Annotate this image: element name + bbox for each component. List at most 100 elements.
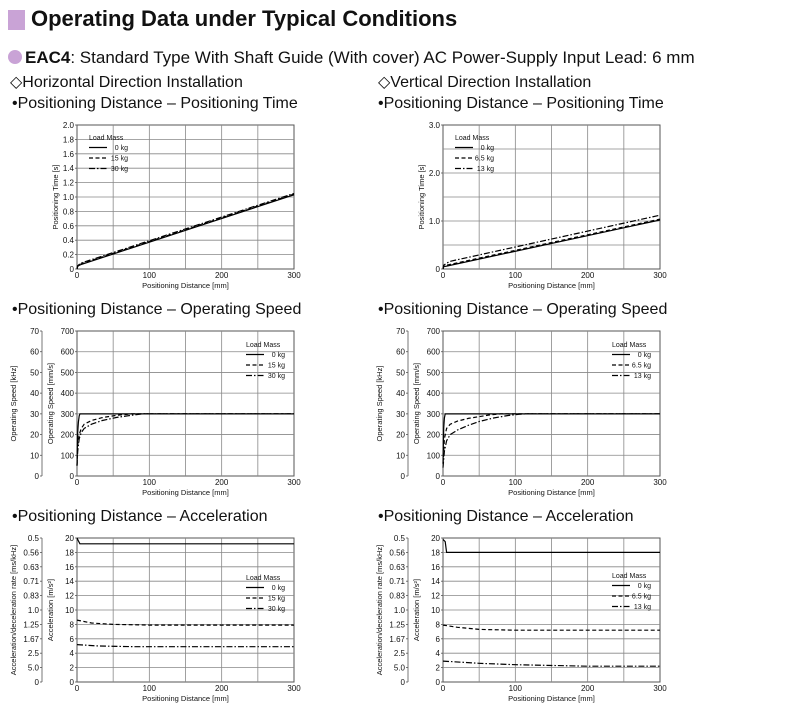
h-speed-y2tick-label: 30: [30, 410, 39, 419]
v-speed-ytick-label: 400: [427, 389, 441, 398]
h-accel-legend-label-1: 0 kg: [272, 585, 285, 592]
v-time-ytick-label: 3.0: [429, 121, 441, 130]
v-speed-legend-label-3: 13 kg: [634, 373, 651, 380]
h-accel-ytick-label: 6: [70, 635, 75, 644]
h-accel-xtick-label: 100: [143, 684, 157, 693]
v-time-ytick-label: 2.0: [429, 169, 441, 178]
h-accel-y2tick-label: 0.56: [23, 548, 39, 557]
v-speed-y2tick-label: 40: [396, 389, 405, 398]
h-speed-xtick-label: 0: [75, 478, 80, 487]
v-accel-legend-title: Load Mass: [612, 573, 647, 580]
v-speed-ytick-label: 0: [436, 472, 441, 481]
h-accel-y2tick-label: 1.25: [23, 620, 39, 629]
v-accel-y2tick-label: 2.5: [394, 649, 406, 658]
v-accel-xlabel: Positioning Distance [mm]: [508, 694, 595, 703]
v-time-legend-title: Load Mass: [455, 135, 490, 142]
v-speed-ytick-label: 100: [427, 451, 441, 460]
subtitle: EAC4: Standard Type With Shaft Guide (Wi…: [8, 48, 695, 68]
h-accel-ytick-label: 2: [70, 664, 75, 673]
h-accel-ytick-label: 14: [65, 577, 74, 586]
h-accel-y2tick-label: 5.0: [28, 664, 40, 673]
h-accel-y2tick-label: 0.71: [23, 577, 39, 586]
h-time-ytick-label: 1.6: [63, 150, 75, 159]
v-accel-ytick-label: 18: [431, 548, 440, 557]
h-time-xtick-label: 0: [75, 271, 80, 280]
v-speed-xlabel: Positioning Distance [mm]: [508, 488, 595, 497]
h-time-ytick-label: 1.4: [63, 164, 75, 173]
h-accel-y2tick-label: 0.63: [23, 563, 39, 572]
h-speed-y2tick-label: 0: [35, 472, 40, 481]
h-time-xtick-label: 300: [287, 271, 301, 280]
v-time-xtick-label: 100: [509, 271, 523, 280]
h-accel-y2tick-label: 0.83: [23, 592, 39, 601]
h-accel-xtick-label: 200: [215, 684, 229, 693]
h-speed-y2tick-label: 70: [30, 327, 39, 336]
section-title-v-time: •Positioning Distance – Positioning Time: [378, 95, 664, 112]
h-time-ytick-label: 0.8: [63, 207, 75, 216]
h-accel-legend-label-2: 15 kg: [268, 596, 285, 603]
h-speed-xlabel: Positioning Distance [mm]: [142, 488, 229, 497]
h-time-ytick-label: 1.8: [63, 135, 75, 144]
h-time-ytick-label: 1.2: [63, 179, 75, 188]
h-speed-ylabel2: Operating Speed [kHz]: [9, 366, 18, 442]
v-speed-ytick-label: 700: [427, 327, 441, 336]
h-speed-y2tick-label: 20: [30, 431, 39, 440]
section-title-v-speed: •Positioning Distance – Operating Speed: [378, 301, 668, 318]
h-accel-xlabel: Positioning Distance [mm]: [142, 694, 229, 703]
h-speed-xtick-label: 100: [143, 478, 157, 487]
v-accel-ytick-label: 0: [436, 678, 441, 687]
v-speed-ytick-label: 600: [427, 348, 441, 357]
v-accel-ytick-label: 2: [436, 664, 441, 673]
h-time-ytick-label: 0.4: [63, 236, 75, 245]
h-time-xtick-label: 100: [143, 271, 157, 280]
h-accel-legend-title: Load Mass: [246, 575, 281, 582]
h-speed-y2tick-label: 40: [30, 389, 39, 398]
h-time-ytick-label: 0.2: [63, 251, 75, 260]
h-time-legend-label-1: 0 kg: [115, 145, 128, 152]
v-accel-y2tick-label: 0: [401, 678, 406, 687]
h-accel-ytick-label: 8: [70, 620, 75, 629]
v-speed-xtick-label: 300: [653, 478, 667, 487]
h-speed-legend-label-3: 30 kg: [268, 373, 285, 380]
v-speed-ylabel2: Operating Speed [kHz]: [375, 366, 384, 442]
h-time-legend-label-2: 15 kg: [111, 156, 128, 163]
v-accel-series-3-line: [442, 660, 660, 667]
h-time-xlabel: Positioning Distance [mm]: [142, 281, 229, 290]
section-title-h-speed: •Positioning Distance – Operating Speed: [12, 301, 302, 318]
v-accel-y2tick-label: 1.25: [389, 620, 405, 629]
section-title-h-time: •Positioning Distance – Positioning Time: [12, 95, 298, 112]
v-accel-ytick-label: 10: [431, 606, 440, 615]
v-speed-y2tick-label: 10: [396, 451, 405, 460]
v-accel-xtick-label: 100: [509, 684, 523, 693]
h-accel-xtick-label: 0: [75, 684, 80, 693]
v-time-ylabel: Positioning Time [s]: [417, 164, 426, 229]
v-speed-series-2-line: [442, 413, 660, 464]
h-speed-ytick-label: 200: [61, 431, 75, 440]
h-time-legend-label-3: 30 kg: [111, 166, 128, 173]
v-speed-y2tick-label: 50: [396, 368, 405, 377]
h-speed-legend-label-2: 15 kg: [268, 363, 285, 370]
v-accel-y2tick-label: 0.5: [394, 534, 406, 543]
v-accel-y2tick-label: 1.67: [389, 635, 405, 644]
v-accel-ytick-label: 6: [436, 635, 441, 644]
v-speed-ytick-label: 300: [427, 410, 441, 419]
v-accel-ytick-label: 20: [431, 534, 440, 543]
left-install-label: ◇Horizontal Direction Installation: [10, 74, 243, 91]
v-time-legend-label-3: 13 kg: [477, 166, 494, 173]
v-accel-legend-label-2: 6.5 kg: [632, 594, 651, 601]
h-time-ylabel: Positioning Time [s]: [51, 164, 60, 229]
v-accel-ylabel: Acceleration [m/s²]: [412, 579, 421, 641]
v-accel-legend-label-1: 0 kg: [638, 583, 651, 590]
v-speed-legend-title: Load Mass: [612, 342, 647, 349]
v-speed-series-3-line: [442, 413, 660, 468]
h-time-legend-title: Load Mass: [89, 135, 124, 142]
h-accel-ylabel2: Acceleration/deceleration rate [ms/kHz]: [9, 545, 18, 675]
v-accel-y2tick-label: 1.0: [394, 606, 406, 615]
h-accel-series-1-line: [76, 537, 294, 545]
v-speed-xtick-label: 200: [581, 478, 595, 487]
h-time-series-3-line: [76, 192, 295, 270]
v-time-legend-label-1: 0 kg: [481, 145, 494, 152]
h-accel-xtick-label: 300: [287, 684, 301, 693]
v-accel-y2tick-label: 0.56: [389, 548, 405, 557]
v-speed-ylabel: Operating Speed [mm/s]: [412, 363, 421, 444]
